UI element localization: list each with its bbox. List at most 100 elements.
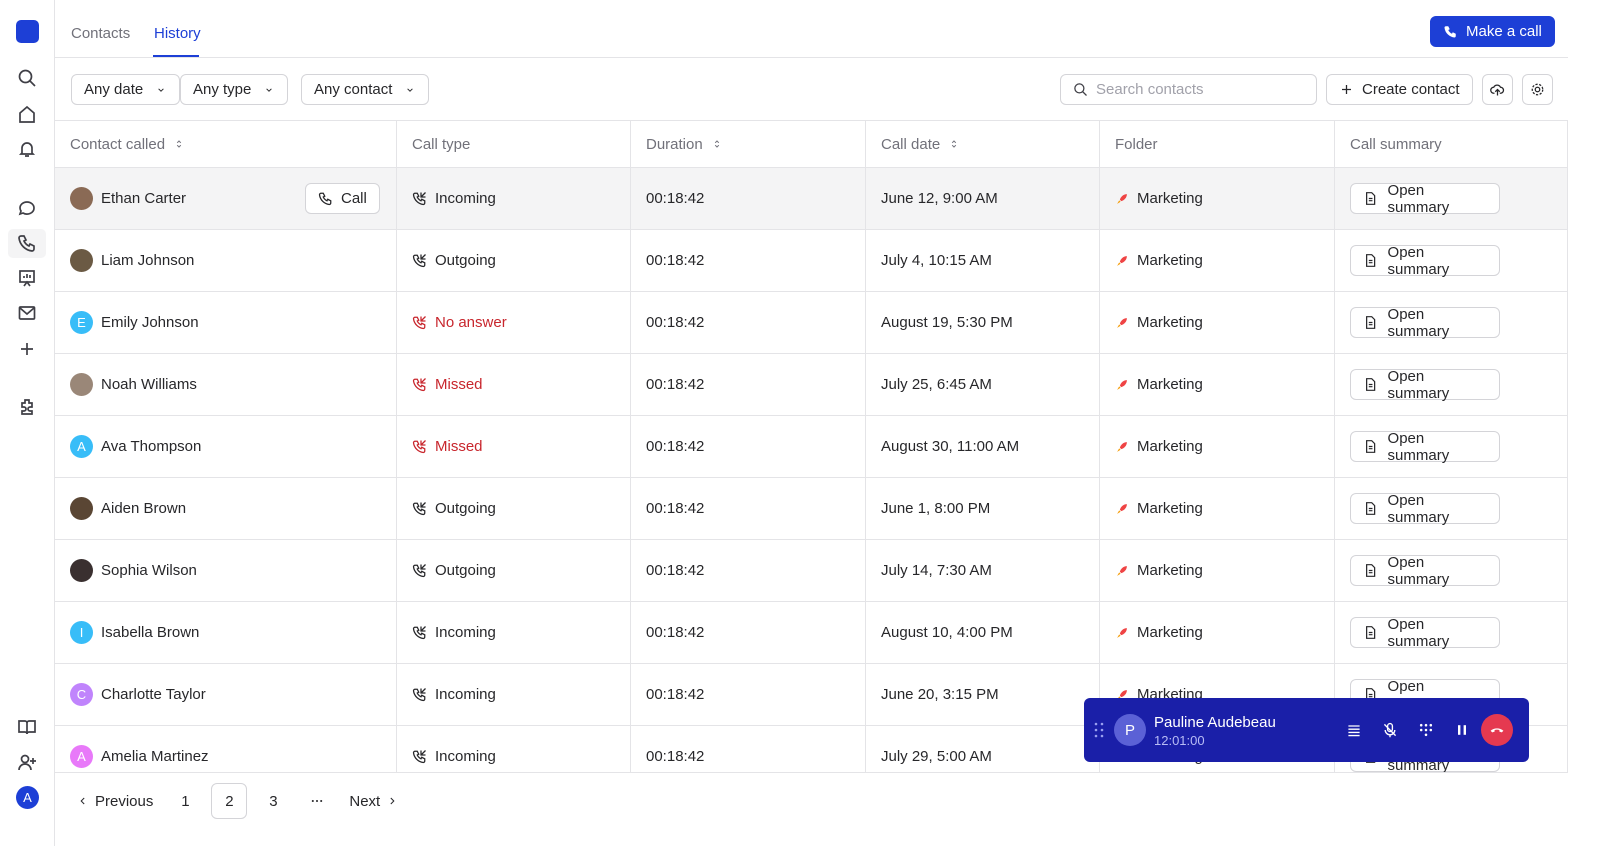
rocket-icon (1117, 441, 1127, 452)
hangup-icon (1490, 728, 1504, 733)
hangup-button[interactable] (1481, 714, 1513, 746)
rocket-flame (1117, 199, 1121, 204)
board-icon[interactable] (17, 268, 37, 288)
table-row: A Ava Thompson Missed 00:18:42 August 30, 11… (55, 416, 1568, 478)
folder-name: Marketing (1137, 624, 1203, 641)
filter-dropdown[interactable]: Any date (71, 74, 181, 105)
home-icon[interactable] (17, 104, 37, 124)
table-row: Aiden Brown Outgoing 00:18:42 June 1, 8:00 … (55, 478, 1568, 540)
plugin-icon[interactable] (17, 397, 37, 417)
open-summary-button[interactable]: Open summary (1350, 244, 1500, 278)
settings-icon (1531, 83, 1544, 96)
button-label: Previous (95, 792, 154, 810)
duration-cell: 00:18:42 (631, 478, 866, 539)
filter-dropdown[interactable]: Any contact (301, 74, 430, 105)
header-label: Contact called (70, 135, 166, 153)
call-date: June 12, 9:00 AM (881, 190, 998, 207)
previous-button[interactable]: Previous (71, 785, 160, 817)
button-label: Make a call (1466, 23, 1542, 40)
hold-icon[interactable] (1454, 722, 1470, 738)
summary-cell: Open summary (1335, 478, 1568, 539)
logo[interactable] (16, 20, 39, 43)
open-summary-button[interactable]: Open summary (1350, 368, 1500, 402)
table-header: Contact called Call type Duration Call date… (55, 121, 1568, 168)
button-label: Open summary (1387, 429, 1450, 464)
search-icon[interactable] (17, 68, 37, 88)
user-avatar[interactable]: A (16, 786, 39, 809)
settings-button[interactable] (1522, 74, 1553, 105)
avatar-initial: E (77, 315, 86, 330)
button-label: Open summary (1387, 491, 1450, 526)
filter-dropdown[interactable]: Any type (180, 74, 289, 105)
phone-icon[interactable] (17, 233, 37, 253)
duration-cell: 00:18:42 (631, 726, 866, 772)
open-summary-button[interactable]: Open summary (1350, 491, 1500, 526)
keypad-icon[interactable] (1418, 722, 1434, 738)
tab[interactable]: Contacts (71, 25, 131, 42)
folder-cell: Marketing (1100, 230, 1335, 291)
duration: 00:18:42 (646, 376, 705, 393)
call-button[interactable]: Call (305, 183, 380, 214)
call-type-cell: Outgoing (397, 478, 631, 539)
add-icon[interactable] (17, 339, 37, 359)
open-summary-button[interactable]: Open summary (1350, 554, 1500, 588)
next-button[interactable]: Next (343, 785, 405, 817)
contact-avatar (70, 373, 93, 396)
header-cell: Call summary (1335, 121, 1568, 167)
contact-name: Ava Thompson (101, 438, 202, 455)
create-contact-button[interactable]: Create contact (1326, 74, 1473, 105)
call-date: July 14, 7:30 AM (881, 562, 992, 579)
call-date: June 1, 8:00 PM (881, 500, 991, 517)
call-type-icon (412, 626, 426, 640)
mute-icon[interactable] (1382, 722, 1398, 738)
button-label: Open summary (1387, 305, 1450, 340)
open-summary-button[interactable]: Open summary (1350, 429, 1500, 464)
document-icon (1366, 378, 1376, 391)
caller-name: Pauline Audebeau (1154, 714, 1276, 731)
contact-avatar (70, 249, 93, 272)
table-row: Sophia Wilson Outgoing 00:18:42 July 14, 7:… (55, 540, 1568, 602)
duration: 00:18:42 (646, 686, 705, 703)
page-number: 1 (181, 792, 190, 810)
duration: 00:18:42 (646, 624, 705, 641)
folder-name: Marketing (1137, 190, 1203, 207)
date-cell: August 10, 4:00 PM (866, 602, 1100, 663)
chat-icon[interactable] (17, 198, 37, 218)
invite-icon[interactable] (17, 752, 37, 772)
rocket-icon (1117, 317, 1127, 328)
contact-cell: Ethan Carter Call (55, 168, 397, 229)
bell-icon[interactable] (17, 139, 37, 159)
call-date: August 19, 5:30 PM (881, 314, 1013, 331)
docs-icon[interactable] (17, 717, 37, 737)
call-date: July 25, 6:45 AM (881, 376, 992, 393)
search-input[interactable]: Search contacts (1060, 74, 1317, 105)
rocket-path (1119, 255, 1127, 263)
notes-icon[interactable] (1346, 722, 1362, 738)
header-label: Call date (881, 135, 941, 153)
contact-name: Sophia Wilson (101, 562, 197, 579)
open-summary-button[interactable]: Open summary (1350, 616, 1500, 650)
page-button[interactable]: 2 (211, 783, 248, 819)
table-row: Noah Williams Missed 00:18:42 July 25, 6:45… (55, 354, 1568, 416)
document-icon-path (1366, 316, 1376, 329)
summary-cell: Open summary (1335, 230, 1568, 291)
open-summary-button[interactable]: Open summary (1350, 305, 1500, 340)
open-summary-button[interactable]: Open summary (1350, 182, 1500, 216)
more-pages[interactable] (299, 785, 336, 817)
header-cell: Contact called (55, 121, 397, 167)
rocket-path (1119, 317, 1127, 325)
upload-button[interactable] (1482, 74, 1513, 105)
duration-cell: 00:18:42 (631, 602, 866, 663)
call-type-icon (412, 254, 426, 268)
page-button[interactable]: 1 (167, 783, 204, 819)
rocket-flame (1117, 571, 1121, 576)
contact-avatar: I (70, 621, 93, 644)
chevron-icon-path (158, 87, 164, 92)
mail-icon[interactable] (17, 303, 37, 323)
call-type-icon-path (412, 688, 426, 702)
page-button[interactable]: 3 (255, 783, 292, 819)
make-call-button[interactable]: Make a call (1430, 16, 1555, 47)
drag-handle[interactable] (1094, 722, 1104, 738)
header-label: Call type (412, 135, 471, 153)
tab[interactable]: History (154, 25, 201, 42)
